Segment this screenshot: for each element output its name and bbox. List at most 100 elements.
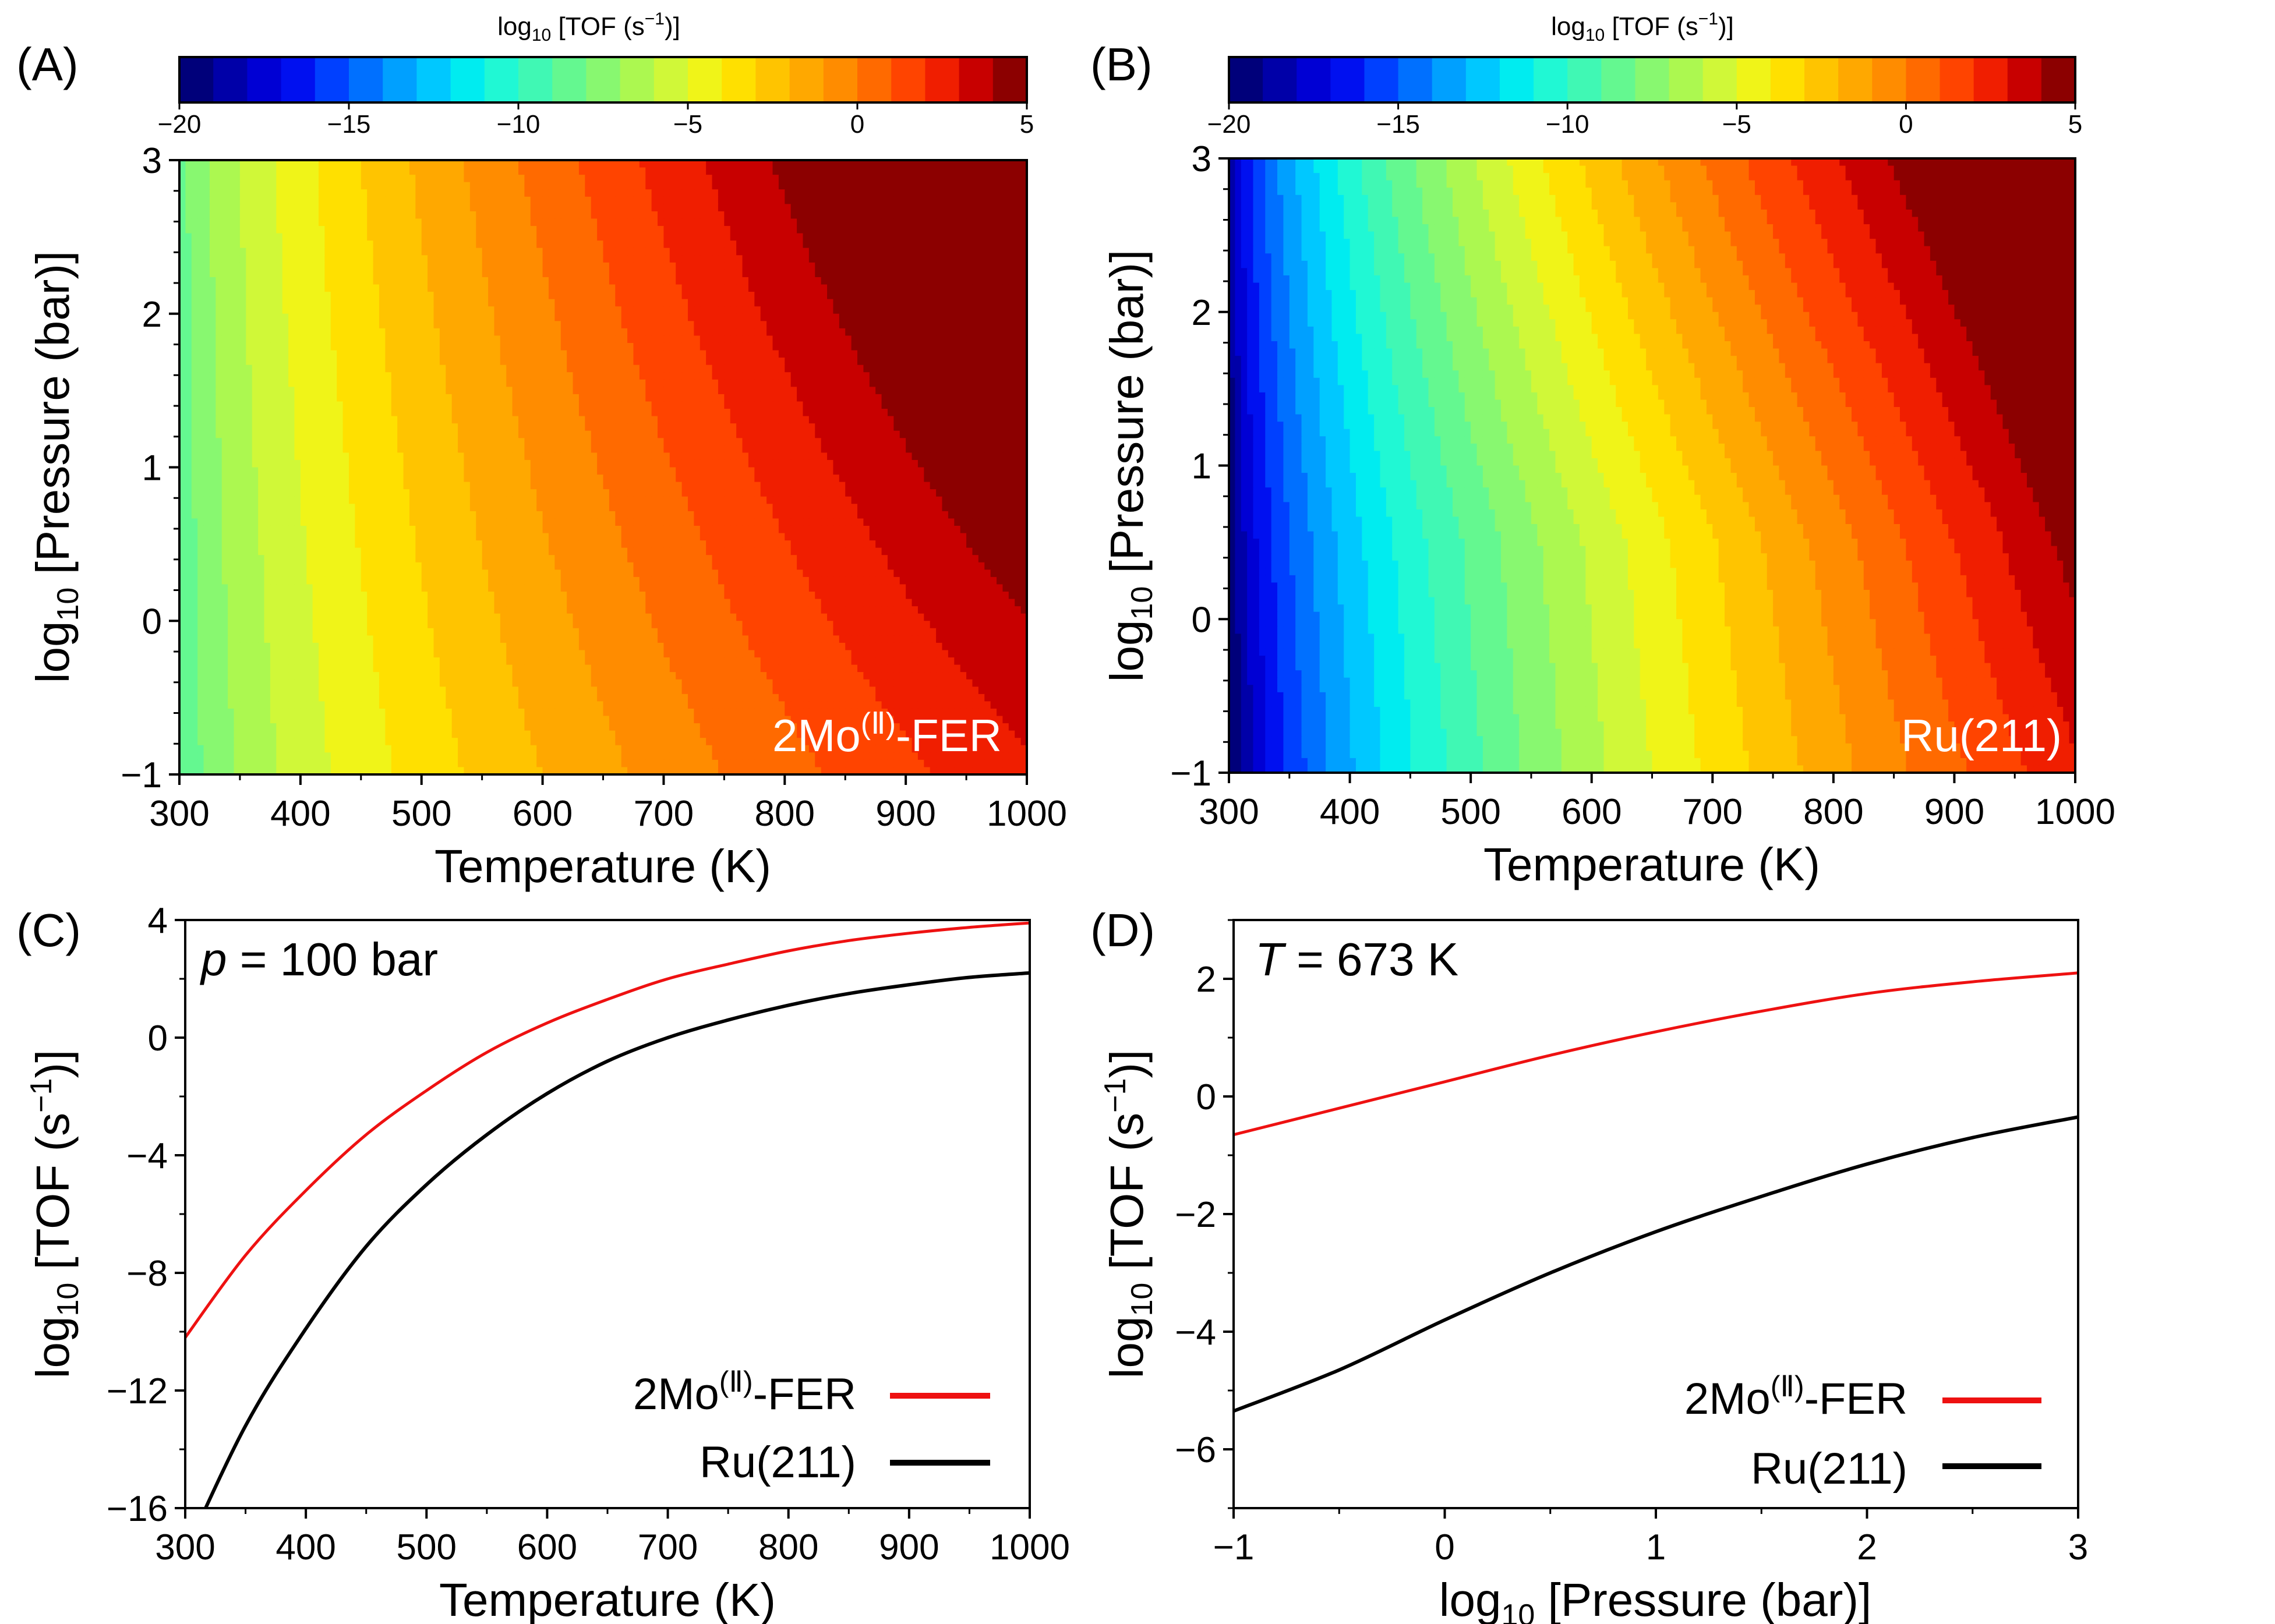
heatmap-cell: [397, 262, 404, 271]
heatmap-cell: [978, 196, 985, 205]
heatmap-cell: [530, 277, 537, 285]
heatmap-cell: [512, 328, 519, 337]
heatmap-cell: [681, 328, 688, 337]
heatmap-cell: [276, 292, 283, 300]
heatmap-cell: [700, 379, 706, 388]
heatmap-cell: [446, 189, 453, 197]
heatmap-cell: [651, 262, 658, 271]
heatmap-cell: [778, 262, 785, 271]
heatmap-cell: [500, 218, 507, 227]
heatmap-cell: [591, 342, 598, 351]
heatmap-cell: [542, 270, 549, 278]
heatmap-cell: [573, 233, 580, 241]
heatmap-cell: [203, 182, 210, 190]
heatmap-cell: [216, 189, 222, 197]
heatmap-cell: [270, 321, 277, 329]
heatmap-cell: [676, 358, 683, 366]
heatmap-cell: [203, 284, 210, 292]
heatmap-cell: [361, 270, 368, 278]
heatmap-cell: [428, 401, 434, 409]
heatmap-cell: [639, 247, 646, 256]
heatmap-cell: [209, 270, 217, 278]
heatmap-cell: [536, 387, 543, 395]
heatmap-cell: [428, 292, 434, 300]
heatmap-cell: [288, 401, 295, 409]
heatmap-cell: [228, 342, 235, 351]
heatmap-cell: [488, 328, 495, 337]
heatmap-cell: [451, 372, 458, 380]
heatmap-cell: [397, 335, 404, 344]
heatmap-cell: [536, 313, 543, 322]
heatmap-cell: [815, 196, 822, 205]
heatmap-cell: [560, 204, 567, 212]
heatmap-cell: [688, 262, 695, 271]
heatmap-cell: [621, 284, 628, 292]
heatmap-cell: [221, 372, 228, 380]
heatmap-cell: [603, 240, 610, 249]
heatmap-cell: [875, 350, 882, 358]
heatmap-cell: [512, 160, 519, 168]
heatmap-cell: [518, 270, 525, 278]
heatmap-cell: [1020, 401, 1027, 409]
heatmap-cell: [337, 218, 344, 227]
heatmap-cell: [954, 270, 961, 278]
heatmap-cell: [385, 189, 392, 197]
heatmap-cell: [785, 196, 792, 205]
heatmap-cell: [597, 394, 604, 402]
heatmap-cell: [754, 342, 761, 351]
heatmap-cell: [312, 335, 319, 344]
heatmap-cell: [917, 226, 925, 234]
heatmap-cell: [845, 255, 852, 263]
heatmap-cell: [899, 189, 906, 197]
heatmap-cell: [342, 313, 349, 322]
heatmap-cell: [179, 189, 186, 197]
heatmap-cell: [288, 247, 295, 256]
heatmap-cell: [863, 189, 870, 197]
heatmap-cell: [397, 387, 404, 395]
heatmap-cell: [554, 387, 561, 395]
heatmap-cell: [924, 167, 931, 175]
heatmap-cell: [349, 182, 356, 190]
heatmap-cell: [512, 211, 519, 220]
heatmap-cell: [342, 358, 349, 366]
heatmap-cell: [930, 167, 937, 175]
heatmap-cell: [633, 240, 640, 249]
heatmap-cell: [700, 321, 706, 329]
heatmap-cell: [712, 167, 719, 175]
heatmap-cell: [221, 277, 228, 285]
heatmap-cell: [1002, 255, 1009, 263]
heatmap-cell: [772, 277, 779, 285]
heatmap-cell: [428, 358, 434, 366]
heatmap-cell: [573, 313, 580, 322]
heatmap-cell: [578, 292, 586, 300]
heatmap-cell: [560, 313, 567, 322]
heatmap-cell: [869, 189, 876, 197]
heatmap-cell: [803, 270, 810, 278]
heatmap-cell: [294, 365, 301, 373]
heatmap-cell: [917, 321, 925, 329]
heatmap-cell: [887, 284, 895, 292]
heatmap-cell: [912, 277, 919, 285]
heatmap-cell: [554, 292, 561, 300]
heatmap-cell: [954, 255, 961, 263]
heatmap-cell: [1002, 394, 1009, 402]
heatmap-cell: [228, 335, 235, 344]
colorbar-swatch: [213, 57, 248, 102]
heatmap-cell: [1002, 226, 1009, 234]
heatmap-cell: [288, 321, 295, 329]
heatmap-cell: [488, 401, 495, 409]
heatmap-cell: [627, 233, 634, 241]
heatmap-cell: [942, 372, 949, 380]
heatmap-cell: [597, 365, 604, 373]
heatmap-cell: [930, 335, 937, 344]
heatmap-cell: [694, 292, 701, 300]
heatmap-cell: [349, 270, 356, 278]
heatmap-cell: [669, 328, 676, 337]
heatmap-cell: [385, 270, 392, 278]
heatmap-cell: [803, 175, 810, 183]
heatmap-cell: [585, 182, 592, 190]
heatmap-cell: [694, 196, 701, 205]
heatmap-cell: [766, 196, 773, 205]
heatmap-cell: [464, 204, 471, 212]
heatmap-cell: [609, 365, 616, 373]
